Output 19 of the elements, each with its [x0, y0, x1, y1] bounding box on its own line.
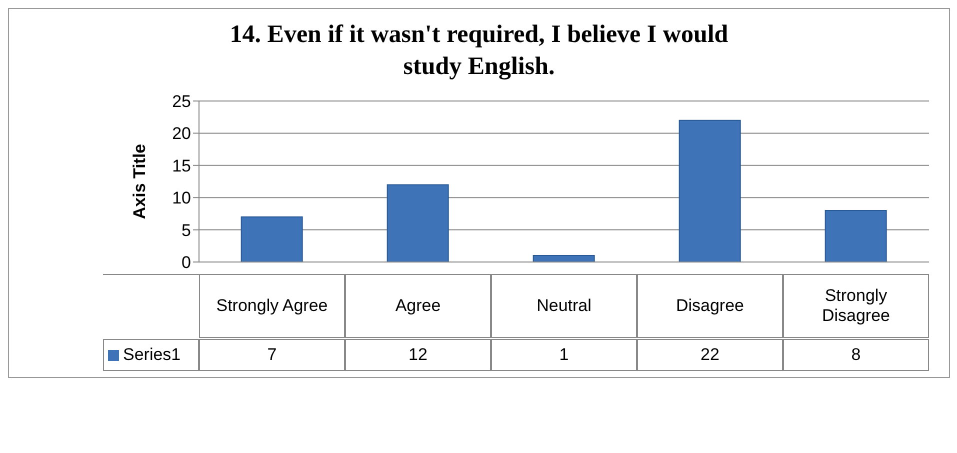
y-tick-label: 25 — [172, 92, 191, 112]
y-tick-label: 15 — [172, 156, 191, 176]
y-tick-label: 0 — [182, 253, 191, 272]
x-tick-label: Neutral — [491, 274, 637, 338]
data-label: 7 — [199, 339, 345, 371]
y-tick-label: 10 — [172, 188, 191, 208]
data-label: 12 — [345, 339, 491, 371]
y-axis-title: Axis Title — [130, 144, 150, 220]
y-tick-label: 5 — [182, 220, 191, 240]
data-label: 8 — [783, 339, 929, 371]
legend-label: Series1 — [103, 339, 199, 371]
chart-title: 14. Even if it wasn't required, I believe I would study English. — [228, 20, 730, 82]
y-tick-label: 20 — [172, 124, 191, 144]
x-tick-label: Agree — [345, 274, 491, 338]
x-tick-label: Strongly Disagree — [783, 274, 929, 338]
x-tick-label: Strongly Agree — [199, 274, 345, 338]
data-label: 22 — [637, 339, 783, 371]
x-tick-label: Disagree — [637, 274, 783, 338]
data-label: 1 — [491, 339, 637, 371]
